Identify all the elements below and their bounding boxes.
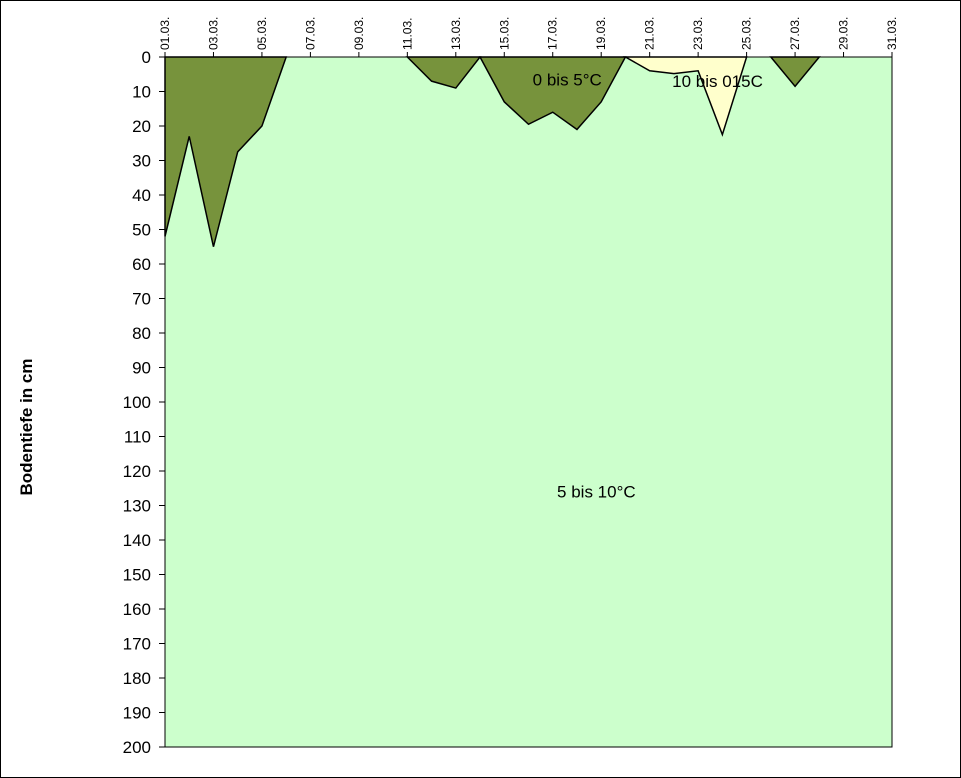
x-tick-label-6: 13.03. — [449, 17, 463, 50]
y-tick-label-100: 100 — [123, 393, 151, 412]
x-tick-label-3: 07.03. — [303, 17, 317, 50]
y-tick-label-150: 150 — [123, 566, 151, 585]
y-tick-label-170: 170 — [123, 635, 151, 654]
y-tick-label-190: 190 — [123, 704, 151, 723]
x-tick-label-5: 11.03. — [400, 18, 414, 50]
x-tick-label-8: 17.03. — [546, 17, 560, 50]
y-tick-label-30: 30 — [132, 152, 151, 171]
x-tick-label-12: 25.03. — [740, 17, 754, 50]
y-tick-label-120: 120 — [123, 462, 151, 481]
zone-label-0: 0 bis 5°C — [533, 70, 602, 89]
x-tick-label-0: 01.03. — [158, 17, 172, 50]
y-tick-label-10: 10 — [132, 83, 151, 102]
x-tick-label-14: 29.03. — [837, 17, 851, 50]
x-tick-label-1: 03.03. — [206, 17, 220, 50]
x-tick-label-2: 05.03. — [255, 17, 269, 50]
zone-label-2: 5 bis 10°C — [557, 483, 636, 502]
y-tick-label-0: 0 — [142, 48, 151, 67]
y-tick-label-70: 70 — [132, 290, 151, 309]
x-tick-label-11: 23.03. — [691, 17, 705, 50]
y-axis-title: Bodentiefe in cm — [17, 359, 36, 496]
y-tick-label-50: 50 — [132, 221, 151, 240]
x-tick-label-10: 21.03. — [643, 17, 657, 50]
x-tick-label-15: 31.03. — [885, 17, 899, 50]
y-tick-label-200: 200 — [123, 738, 151, 757]
y-tick-label-110: 110 — [124, 428, 151, 447]
y-tick-label-20: 20 — [132, 117, 151, 136]
y-tick-label-40: 40 — [132, 186, 151, 205]
area-cold-segment-0 — [164, 56, 288, 247]
x-tick-label-9: 19.03. — [594, 17, 608, 50]
y-tick-label-130: 130 — [123, 497, 151, 516]
y-tick-label-160: 160 — [123, 600, 151, 619]
background-zone-area — [164, 56, 893, 748]
y-tick-label-180: 180 — [123, 669, 151, 688]
y-tick-label-90: 90 — [132, 359, 151, 378]
x-tick-label-13: 27.03. — [788, 17, 802, 50]
y-tick-label-60: 60 — [132, 255, 151, 274]
x-tick-label-7: 15.03. — [497, 17, 511, 50]
zone-label-1: 10 bis 015C — [672, 72, 763, 91]
area-cold-segment-2 — [478, 56, 627, 131]
x-tick-label-4: 09.03. — [352, 17, 366, 50]
y-tick-label-80: 80 — [132, 324, 151, 343]
y-tick-label-140: 140 — [123, 531, 151, 550]
